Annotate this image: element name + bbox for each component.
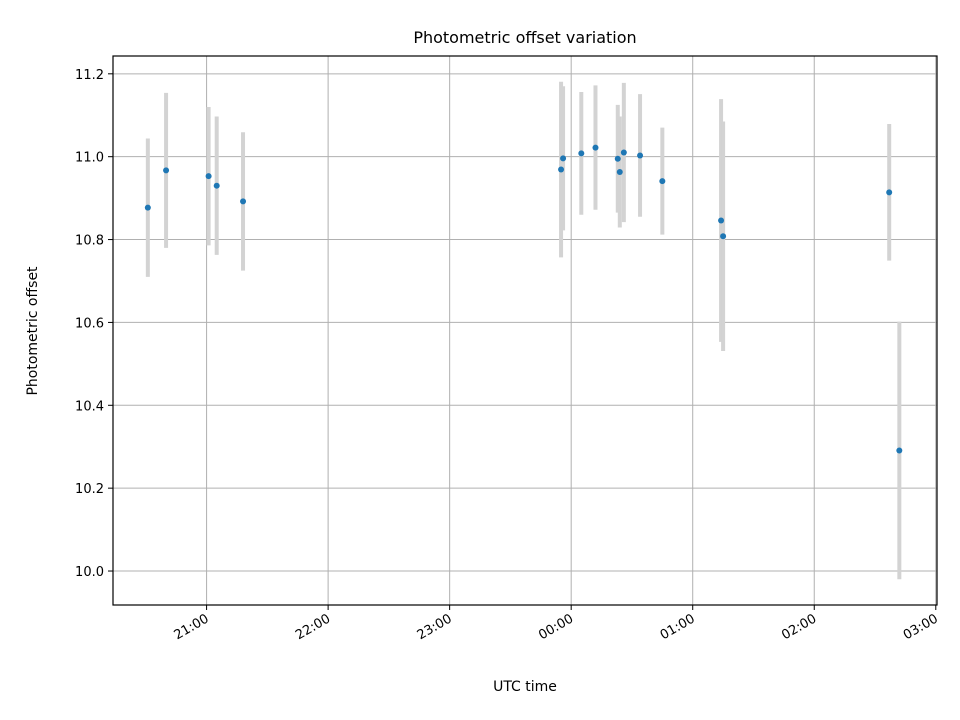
data-points [144,144,903,454]
data-point [240,198,247,205]
y-tick-label: 10.4 [75,399,104,414]
data-point [637,152,644,159]
data-point [659,178,666,185]
y-tick-label: 10.8 [75,234,104,249]
y-tick-label: 10.6 [75,316,104,331]
data-point [720,233,727,240]
y-tick-label: 10.0 [75,565,104,580]
y-axis-label: Photometric offset [25,266,41,396]
data-point [578,150,585,157]
x-axis-label: UTC time [493,679,557,695]
data-point [163,167,170,174]
chart-title: Photometric offset variation [413,28,636,47]
data-point [592,144,599,151]
y-tick-label: 11.2 [75,68,104,83]
data-point [614,155,621,162]
data-point [616,169,623,176]
data-point [886,189,893,196]
data-point [620,149,627,156]
grid-lines [113,56,937,605]
data-point [718,217,725,224]
y-axis-ticks: 10.0 10.2 10.4 10.6 10.8 11.0 11.2 [75,68,113,580]
y-tick-label: 11.0 [75,151,104,166]
data-point [205,173,212,180]
data-point [144,204,151,211]
data-point [558,166,565,173]
data-point [896,447,903,454]
data-point [213,182,220,189]
y-tick-label: 10.2 [75,482,104,497]
plot-frame [112,55,938,606]
data-point [560,155,567,162]
